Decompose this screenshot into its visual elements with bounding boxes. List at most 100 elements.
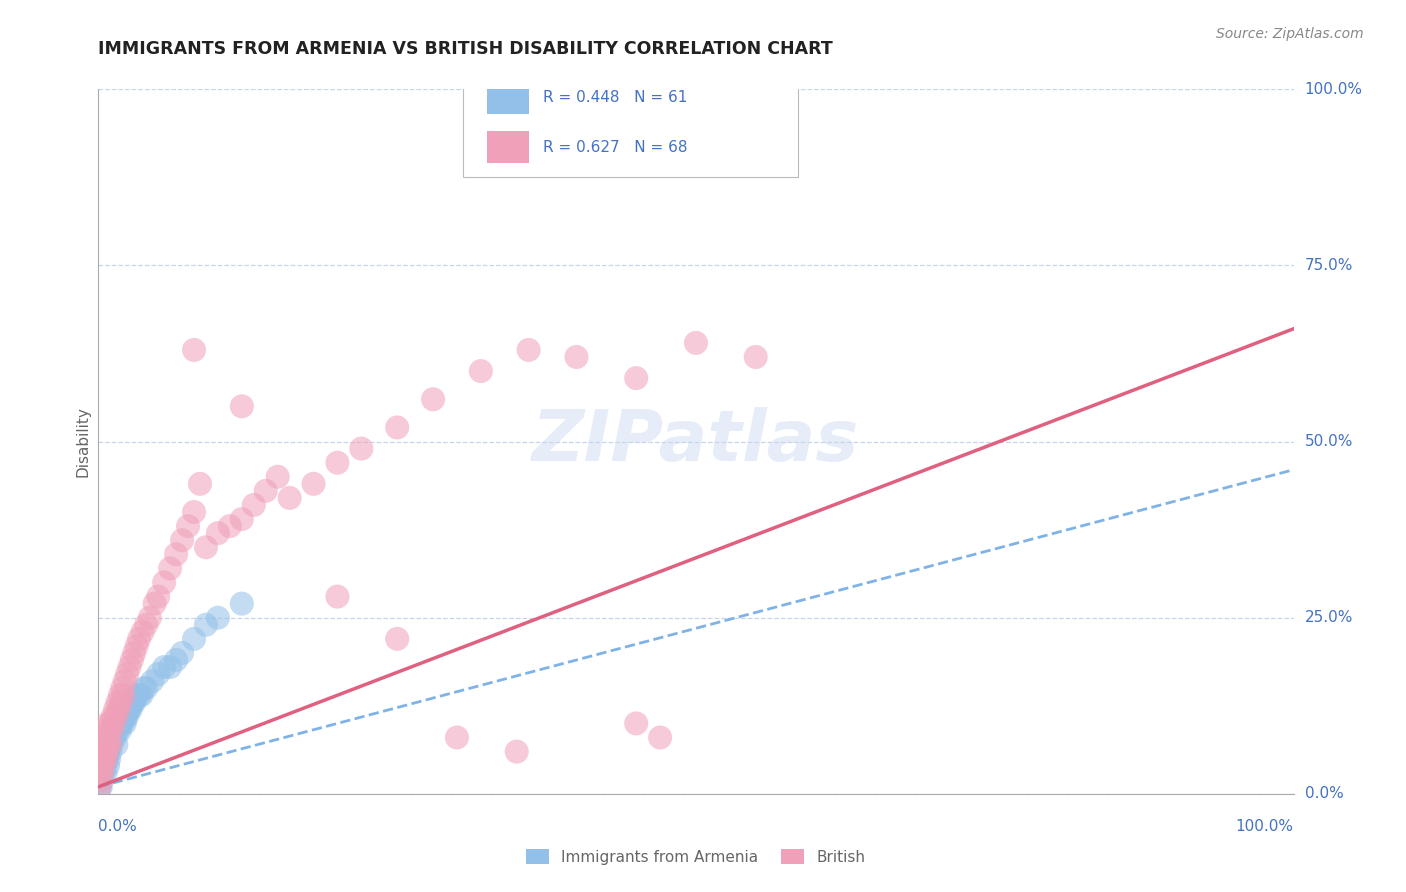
Point: [89, 772, 111, 787]
Point: [194, 540, 217, 554]
Point: [624, 716, 647, 731]
Point: [114, 674, 136, 689]
Point: [745, 350, 768, 364]
Point: [91, 745, 114, 759]
Point: [128, 632, 150, 646]
Point: [506, 745, 529, 759]
Point: [685, 335, 707, 350]
Point: [207, 610, 229, 624]
Point: [91, 751, 114, 765]
Point: [165, 653, 187, 667]
Point: [183, 343, 205, 357]
Point: [98, 731, 121, 745]
Point: [108, 723, 131, 738]
Point: [98, 745, 122, 759]
Point: [124, 646, 146, 660]
Point: [93, 738, 115, 752]
Point: [103, 723, 125, 738]
Point: [207, 526, 229, 541]
Text: 0.0%: 0.0%: [1305, 787, 1343, 801]
Point: [101, 731, 124, 745]
Point: [243, 498, 266, 512]
Point: [107, 702, 129, 716]
Point: [565, 350, 588, 364]
Point: [91, 765, 114, 780]
Point: [90, 758, 112, 772]
Point: [103, 716, 125, 731]
Point: [183, 505, 205, 519]
Text: Source: ZipAtlas.com: Source: ZipAtlas.com: [1216, 27, 1364, 41]
Point: [89, 780, 111, 794]
Point: [96, 751, 118, 765]
Point: [135, 617, 157, 632]
Bar: [486, 131, 529, 163]
Point: [98, 731, 122, 745]
Point: [153, 660, 176, 674]
Point: [90, 765, 112, 780]
Point: [111, 716, 134, 731]
Point: [97, 758, 120, 772]
Point: [143, 597, 166, 611]
Point: [96, 723, 118, 738]
Point: [91, 745, 114, 759]
Point: [101, 709, 124, 723]
Point: [93, 745, 115, 759]
Point: [128, 688, 150, 702]
Text: 100.0%: 100.0%: [1236, 819, 1294, 834]
Point: [105, 716, 128, 731]
Point: [98, 751, 121, 765]
Point: [100, 723, 122, 738]
Point: [90, 772, 112, 787]
Point: [97, 745, 120, 759]
Point: [231, 512, 253, 526]
Point: [165, 547, 187, 561]
Text: 0.0%: 0.0%: [98, 819, 138, 834]
Point: [446, 731, 468, 745]
Point: [112, 688, 135, 702]
Point: [96, 745, 118, 759]
Point: [470, 364, 492, 378]
Point: [91, 758, 114, 772]
Point: [93, 758, 115, 772]
Point: [302, 476, 325, 491]
Point: [132, 681, 155, 696]
Point: [110, 695, 132, 709]
Point: [91, 772, 114, 787]
Point: [350, 442, 373, 456]
Text: 50.0%: 50.0%: [1305, 434, 1353, 449]
Text: IMMIGRANTS FROM ARMENIA VS BRITISH DISABILITY CORRELATION CHART: IMMIGRANTS FROM ARMENIA VS BRITISH DISAB…: [98, 40, 834, 58]
Point: [97, 716, 120, 731]
Point: [105, 709, 128, 723]
Bar: [486, 82, 529, 114]
Point: [90, 780, 112, 794]
Point: [100, 723, 122, 738]
Point: [219, 519, 242, 533]
Text: R = 0.448   N = 61: R = 0.448 N = 61: [543, 90, 688, 105]
Point: [107, 723, 129, 738]
Point: [118, 660, 141, 674]
Point: [114, 716, 136, 731]
Point: [97, 738, 120, 752]
Point: [121, 695, 143, 709]
Point: [124, 695, 146, 709]
Point: [110, 716, 132, 731]
Y-axis label: Disability: Disability: [75, 406, 90, 477]
Point: [91, 765, 114, 780]
Point: [278, 491, 301, 505]
Point: [254, 483, 277, 498]
Point: [231, 597, 253, 611]
Point: [118, 702, 141, 716]
Point: [90, 758, 112, 772]
Point: [93, 751, 115, 765]
Point: [91, 751, 114, 765]
Point: [91, 758, 114, 772]
Point: [385, 632, 409, 646]
Point: [94, 751, 117, 765]
Point: [121, 653, 143, 667]
Point: [624, 371, 647, 385]
Point: [385, 420, 409, 434]
Point: [94, 765, 117, 780]
Point: [111, 681, 134, 696]
Point: [194, 617, 217, 632]
Point: [107, 716, 129, 731]
